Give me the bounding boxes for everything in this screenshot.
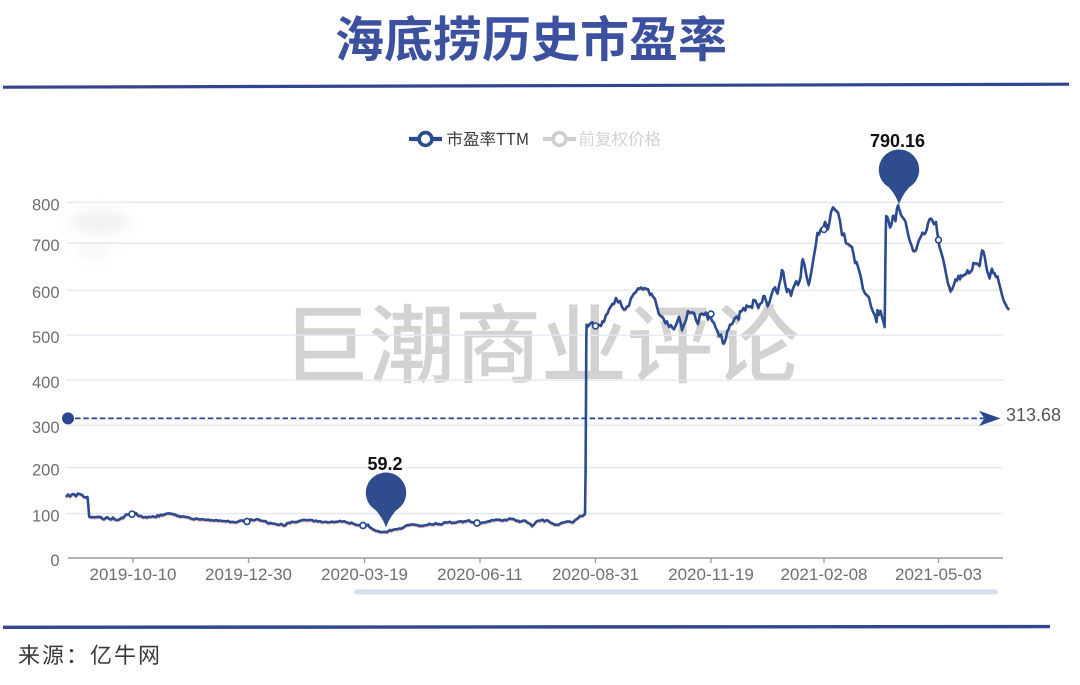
svg-text:300: 300 [32, 419, 60, 437]
svg-text:2020-03-19: 2020-03-19 [321, 565, 408, 584]
svg-text:2021-05-03: 2021-05-03 [895, 565, 982, 584]
svg-text:2020-08-31: 2020-08-31 [552, 565, 639, 584]
svg-text:59.2: 59.2 [367, 454, 402, 474]
svg-text:790.16: 790.16 [870, 131, 925, 151]
svg-text:0: 0 [50, 552, 59, 570]
svg-text:2021-02-08: 2021-02-08 [781, 565, 868, 584]
svg-text:100: 100 [32, 508, 60, 526]
svg-text:2019-10-10: 2019-10-10 [90, 565, 177, 584]
svg-text:700: 700 [32, 237, 60, 255]
svg-text:2019-12-30: 2019-12-30 [205, 565, 292, 584]
svg-text:800: 800 [32, 196, 60, 214]
svg-text:2020-06-11: 2020-06-11 [437, 565, 523, 584]
svg-text:400: 400 [32, 374, 60, 392]
svg-text:500: 500 [32, 329, 60, 347]
svg-text:313.68: 313.68 [1006, 405, 1061, 425]
svg-text:600: 600 [32, 284, 60, 302]
svg-text:2020-11-19: 2020-11-19 [668, 565, 754, 584]
svg-text:200: 200 [32, 462, 60, 480]
